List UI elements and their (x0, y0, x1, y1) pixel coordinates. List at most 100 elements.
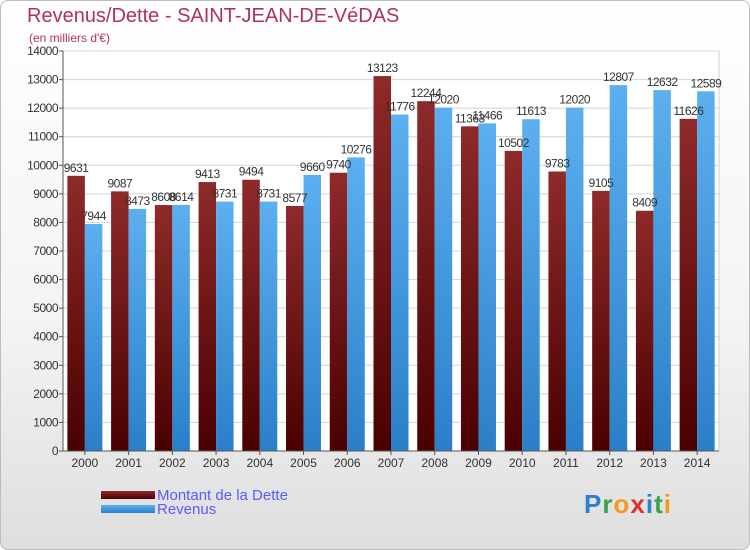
bar-debt (504, 150, 523, 451)
data-label-revenus: 9660 (300, 160, 326, 174)
bar-debt (679, 118, 698, 451)
chart-subtitle: (en milliers d'€) (29, 31, 110, 45)
bar-debt (242, 179, 260, 451)
y-tick-label: 13000 (27, 73, 59, 87)
data-label-revenus: 12632 (647, 75, 679, 89)
data-label-debt: 9105 (589, 176, 615, 190)
y-tick-label: 12000 (27, 101, 59, 115)
bar-revenus (434, 107, 453, 452)
y-tick-label: 6000 (33, 273, 59, 287)
y-tick-label: 1000 (33, 415, 59, 429)
data-label-debt: 9631 (64, 161, 90, 175)
y-tick-label: 9000 (33, 187, 59, 201)
proxiti-logo: Proxiti (584, 489, 672, 520)
bar-revenus (565, 107, 584, 452)
y-tick-label: 14000 (27, 44, 59, 58)
data-label-debt: 12244 (411, 86, 443, 100)
data-label-revenus: 8614 (169, 190, 195, 204)
bar-revenus (172, 204, 190, 451)
x-tick-label: 2005 (290, 456, 317, 470)
bar-revenus (697, 91, 715, 452)
data-label-revenus: 10276 (341, 142, 373, 156)
bar-debt (635, 210, 654, 451)
bar-revenus (84, 224, 103, 451)
data-label-debt: 9740 (326, 158, 352, 172)
x-tick-label: 2014 (684, 456, 711, 470)
y-tick-label: 3000 (33, 358, 59, 372)
data-label-revenus: 12020 (428, 93, 460, 107)
bar-revenus (522, 119, 540, 451)
bar-debt (286, 205, 304, 451)
logo-letter: P (584, 489, 603, 519)
bar-revenus (216, 201, 234, 451)
bar-debt (154, 205, 173, 451)
logo-letter: i (663, 489, 672, 519)
data-label-revenus: 11776 (385, 100, 416, 114)
y-tick-label: 8000 (33, 215, 59, 229)
logo-letter: t (654, 489, 664, 519)
y-tick-label: 2000 (33, 387, 59, 401)
data-label-revenus: 8731 (256, 187, 282, 201)
data-label-revenus: 12020 (559, 93, 591, 107)
y-tick-label: 7000 (33, 244, 59, 258)
data-label-revenus: 8473 (125, 194, 151, 208)
x-tick-label: 2006 (334, 456, 361, 470)
x-tick-label: 2002 (159, 456, 186, 470)
bar-revenus (259, 201, 278, 451)
x-tick-label: 2004 (246, 456, 273, 470)
x-tick-label: 2013 (640, 456, 667, 470)
x-tick-label: 2001 (115, 456, 142, 470)
data-label-debt: 9783 (545, 156, 571, 170)
legend-swatch-debt (101, 491, 155, 499)
x-tick-label: 2009 (465, 456, 492, 470)
y-tick-label: 5000 (33, 301, 59, 315)
logo-letter: x (630, 489, 646, 519)
bar-debt (548, 171, 566, 451)
data-label-debt: 13123 (367, 61, 399, 75)
legend-item-debt: Montant de la Dette (101, 486, 288, 504)
data-label-revenus: 7944 (81, 209, 107, 223)
x-tick-label: 2008 (421, 456, 448, 470)
bar-revenus (303, 175, 322, 451)
bar-debt (198, 182, 217, 452)
data-label-revenus: 11613 (516, 104, 547, 118)
x-tick-label: 2003 (203, 456, 230, 470)
data-label-revenus: 8731 (212, 187, 238, 201)
y-tick-label: 0 (52, 444, 59, 458)
bar-debt (373, 76, 391, 452)
x-tick-label: 2010 (509, 456, 536, 470)
legend-label-revenus: Revenus (157, 500, 217, 518)
data-label-revenus: 12589 (690, 76, 722, 90)
legend-item-revenus: Revenus (101, 500, 217, 518)
bar-revenus (347, 157, 365, 451)
bar-revenus (478, 123, 496, 452)
bar-debt (417, 101, 435, 452)
bar-debt (329, 172, 348, 451)
y-tick-label: 10000 (27, 158, 59, 172)
data-label-debt: 9087 (107, 176, 133, 190)
x-tick-label: 2000 (72, 456, 99, 470)
data-label-debt: 9413 (195, 167, 221, 181)
x-tick-label: 2007 (378, 456, 405, 470)
x-tick-label: 2012 (596, 456, 623, 470)
y-tick-label: 11000 (28, 130, 59, 144)
bar-debt (460, 126, 479, 451)
bar-revenus (128, 208, 147, 451)
bar-revenus (391, 114, 409, 452)
bar-debt (592, 190, 610, 451)
chart-title: Revenus/Dette - SAINT-JEAN-DE-VéDAS (27, 5, 400, 27)
bar-revenus (653, 90, 671, 451)
x-tick-label: 2011 (553, 456, 579, 470)
data-label-debt: 10502 (498, 136, 530, 150)
y-tick-label: 4000 (33, 330, 59, 344)
legend-label-debt: Montant de la Dette (157, 486, 288, 504)
data-label-debt: 8409 (632, 196, 658, 210)
logo-letter: i (645, 489, 655, 519)
data-label-revenus: 12807 (603, 70, 635, 84)
data-label-debt: 8577 (282, 191, 308, 205)
data-label-debt: 8608 (151, 190, 177, 204)
bar-debt (67, 175, 85, 452)
data-label-revenus: 11466 (472, 108, 503, 122)
data-label-debt: 9494 (239, 165, 265, 179)
